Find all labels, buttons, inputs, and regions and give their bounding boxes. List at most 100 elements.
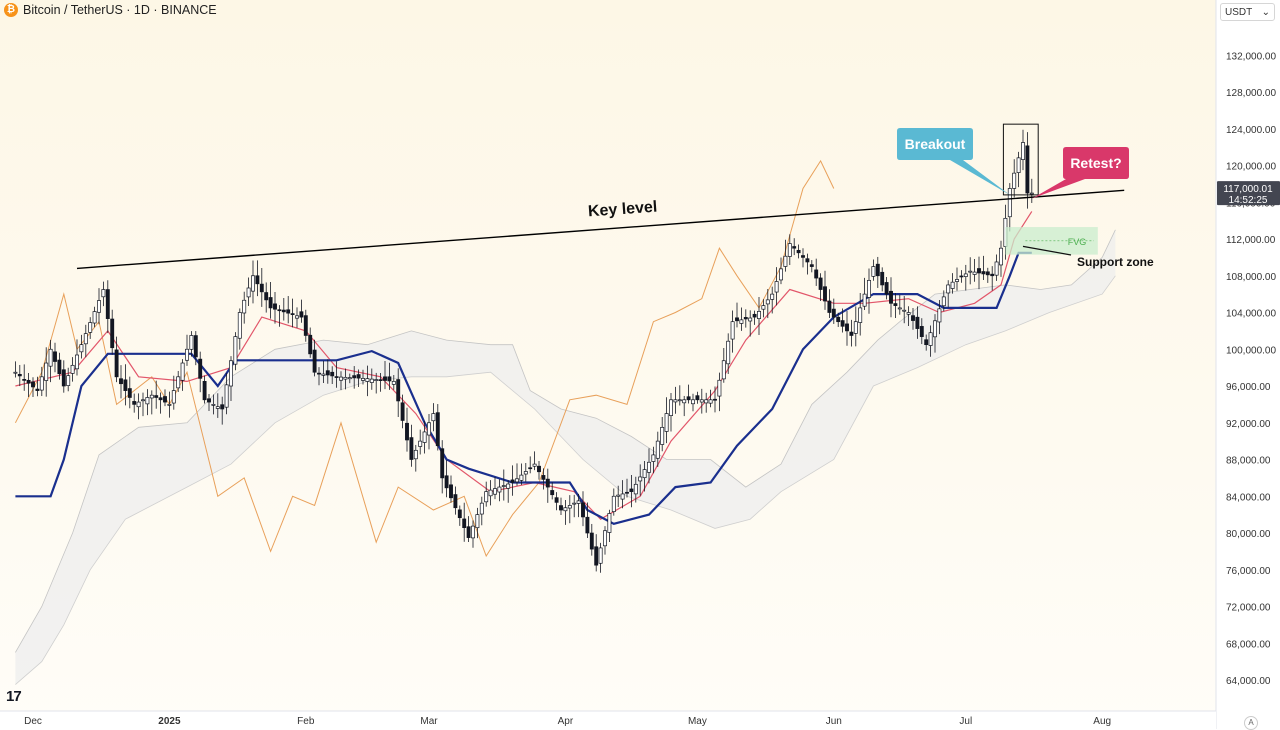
candle-body [519,474,524,481]
price-tick-label: 132,000.00 [1226,51,1276,62]
ichimoku-cloud [15,229,1116,685]
candle-body [83,333,88,345]
countdown-label: 14:52:25 [1229,195,1268,206]
candle-body [550,490,555,496]
candle-body [132,401,137,405]
candle-body [730,321,735,340]
candle-body [603,530,607,547]
price-tick-label: 96,000.00 [1226,382,1271,393]
candles-layer [13,129,1034,573]
candle-body [242,299,247,314]
highlight-box[interactable] [1002,123,1039,196]
candle-body [26,379,31,384]
candle-body [431,413,436,422]
key-level-line[interactable] [76,189,1125,270]
price-tick-label: 80,000.00 [1226,529,1271,540]
price-tick-label: 128,000.00 [1226,88,1276,99]
candle-body [171,390,176,404]
candle-body [611,495,616,512]
candle-body [638,476,643,482]
candle-body [449,484,453,499]
candle-body [299,311,304,318]
candle-body [633,483,638,495]
candle-body [713,398,717,401]
candle-body [391,381,396,385]
currency-select[interactable]: USDT ⌄ [1220,3,1275,21]
symbol-title[interactable]: Bitcoin / TetherUS · 1D · BINANCE [23,3,217,17]
candle-body [1029,192,1034,195]
retest-callout[interactable] [1031,147,1129,199]
candle-body [193,335,198,358]
candle-body [796,249,801,254]
candle-body [840,320,845,327]
candle-body [475,514,480,529]
bitcoin-icon: ₿ [4,3,18,17]
candle-body [1012,172,1017,189]
time-tick-label: Jul [959,716,972,727]
candle-body [418,440,423,447]
candle-body [343,376,348,380]
candle-body [251,275,255,292]
candle-body [347,377,352,380]
candle-body [589,532,594,550]
auto-scale-toggle[interactable]: A [1244,716,1258,730]
candle-body [629,488,634,493]
candle-body [647,461,651,473]
price-tick-label: 68,000.00 [1226,639,1271,650]
candle-body [928,332,933,346]
current-price-label: 117,000.01 [1223,184,1273,195]
candle-body [471,525,475,539]
candle-body [972,271,977,275]
candle-body [290,313,295,315]
candle-body [695,395,700,401]
time-axis[interactable] [0,711,1216,729]
candle-body [915,316,920,329]
candle-body [831,308,836,318]
breakout-callout[interactable] [897,128,1010,195]
cloud-area [15,229,1116,685]
candle-body [79,344,84,353]
price-tick-label: 64,000.00 [1226,676,1271,687]
candle-body [295,315,299,319]
candle-body [875,263,880,277]
candle-body [889,290,893,304]
candle-body [616,494,621,497]
candle-body [805,258,810,263]
candle-body [427,422,431,436]
candle-body [853,321,858,334]
candle-body [158,397,163,401]
candle-body [273,303,277,310]
candle-body [114,349,119,378]
candle-body [211,404,216,406]
tenkan-line [15,211,1033,520]
support-zone-label: Support zone [1077,255,1154,269]
candle-body [651,454,656,462]
candle-body [1021,142,1025,160]
candle-body [911,315,915,321]
candle-body [413,449,418,460]
candle-body [677,399,682,402]
price-tick-label: 72,000.00 [1226,603,1271,614]
candle-body [946,284,951,294]
candle-body [378,379,383,381]
candle-body [440,448,445,479]
tradingview-logo[interactable]: 17 [6,688,22,705]
candle-body [585,516,590,534]
candle-body [743,317,748,320]
candle-body [39,376,44,391]
candle-body [607,513,612,533]
candle-body [858,307,863,323]
candle-body [994,261,999,276]
candle-body [339,376,343,381]
candle-body [537,465,541,473]
candle-body [259,283,264,293]
candle-body [664,413,669,432]
price-axis[interactable] [1216,0,1280,729]
candle-body [572,502,577,505]
time-tick-label: Dec [24,716,42,727]
candle-body [691,399,695,405]
candle-body [1007,188,1012,218]
candle-body [937,308,942,323]
